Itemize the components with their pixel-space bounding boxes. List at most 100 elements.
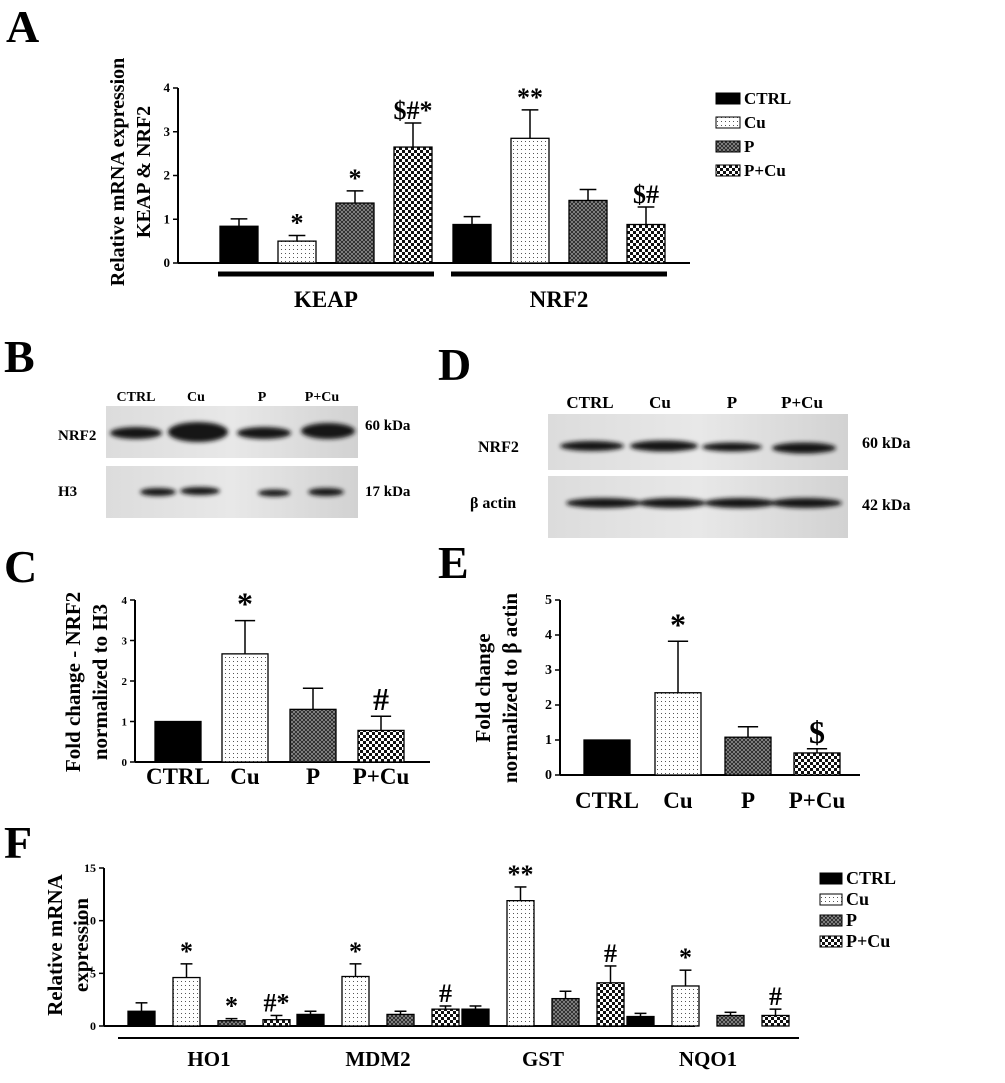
chart-f-significance-label: * bbox=[180, 937, 193, 966]
chart-f-ylabel-line1: Relative mRNA bbox=[43, 873, 67, 1016]
chart-a-bar bbox=[393, 146, 433, 264]
blot-b-lane-pcu: P+Cu bbox=[305, 390, 340, 405]
western-blot-d: CTRL Cu P P+Cu NRF2 β actin 60 kDa 42 kD… bbox=[470, 393, 910, 538]
western-blot-b: CTRL Cu P P+Cu NRF2 H3 60 kDa 17 kDa bbox=[58, 390, 411, 518]
chart-a-ytick-label: 1 bbox=[164, 211, 171, 226]
panel-label-b: B bbox=[4, 331, 35, 382]
chart-e-ylabel-line2: normalized to β actin bbox=[498, 593, 522, 783]
chart-f-ytick-label: 15 bbox=[84, 861, 96, 875]
panel-label-a: A bbox=[6, 1, 39, 52]
chart-f-legend-label: P bbox=[846, 910, 857, 930]
chart-f-bar bbox=[506, 900, 535, 1027]
blot-d-lane-pcu: P+Cu bbox=[781, 393, 823, 412]
chart-c-category-label: CTRL bbox=[146, 764, 210, 789]
blot-b-row-nrf2: NRF2 bbox=[58, 428, 96, 444]
chart-f-legend-label: CTRL bbox=[846, 868, 896, 888]
chart-f-bar bbox=[341, 975, 370, 1027]
chart-a-significance-label: $# bbox=[633, 180, 659, 209]
chart-a-bar bbox=[335, 202, 375, 264]
blot-band bbox=[630, 440, 698, 452]
blot-d-lane-ctrl: CTRL bbox=[566, 393, 613, 412]
chart-c-ylabel-line1: Fold change - NRF2 bbox=[61, 592, 85, 772]
chart-f-group-label: GST bbox=[522, 1047, 564, 1071]
chart-f-significance-label: #* bbox=[264, 988, 290, 1017]
chart-c-bar bbox=[221, 653, 269, 763]
chart-f-bar bbox=[172, 976, 201, 1027]
chart-a-legend-swatch bbox=[715, 140, 741, 153]
chart-a-legend-label: CTRL bbox=[744, 89, 791, 108]
blot-band bbox=[566, 498, 642, 508]
chart-a-legend-swatch bbox=[715, 116, 741, 129]
blot-band bbox=[770, 498, 842, 508]
panel-label-d: D bbox=[438, 339, 471, 390]
blot-b-size-h3: 17 kDa bbox=[365, 484, 411, 500]
chart-c-bar bbox=[289, 708, 337, 763]
chart-f-legend-swatch bbox=[819, 914, 843, 927]
blot-b-lane-cu: Cu bbox=[187, 390, 205, 405]
chart-e-category-label: P+Cu bbox=[789, 788, 846, 813]
chart-f-bar bbox=[671, 985, 700, 1027]
chart-a-ylabel-line1: Relative mRNA expression bbox=[107, 58, 129, 287]
chart-f-ytick-label: 0 bbox=[90, 1019, 96, 1033]
blot-band bbox=[140, 488, 176, 496]
blot-d-size-nrf2: 60 kDa bbox=[862, 435, 910, 452]
panel-label-c: C bbox=[4, 541, 37, 592]
chart-a-ytick-label: 3 bbox=[164, 124, 171, 139]
chart-a-ytick-label: 0 bbox=[164, 255, 171, 270]
blot-b-row-h3: H3 bbox=[58, 484, 77, 500]
chart-f-bar bbox=[386, 1013, 415, 1027]
chart-a: Relative mRNA expression KEAP & NRF2 0 1 2… bbox=[107, 58, 791, 312]
blot-d-row-nrf2: NRF2 bbox=[478, 439, 519, 456]
chart-f-legend-swatch bbox=[819, 893, 843, 906]
chart-f-bar bbox=[551, 997, 580, 1027]
chart-f-bar bbox=[296, 1013, 325, 1027]
blot-band bbox=[301, 423, 355, 439]
chart-f-group-label: HO1 bbox=[187, 1047, 230, 1071]
blot-b-lane-p: P bbox=[258, 390, 267, 405]
chart-a-ylabel-line2: KEAP & NRF2 bbox=[133, 106, 155, 238]
chart-f-bar bbox=[431, 1008, 460, 1027]
chart-a-group-label: NRF2 bbox=[530, 287, 589, 312]
chart-f-significance-label: # bbox=[769, 982, 782, 1011]
chart-e-ytick-label: 1 bbox=[545, 733, 552, 748]
chart-f-legend-label: Cu bbox=[846, 889, 869, 909]
chart-e-category-label: CTRL bbox=[575, 788, 639, 813]
chart-f-significance-label: * bbox=[349, 937, 362, 966]
chart-a-group-label: KEAP bbox=[294, 287, 358, 312]
chart-e-ytick-label: 2 bbox=[545, 698, 552, 713]
chart-f-bar bbox=[262, 1019, 291, 1027]
chart-f-group-label: NQO1 bbox=[679, 1047, 737, 1071]
chart-e-category-label: P bbox=[741, 788, 755, 813]
chart-c-significance-label: # bbox=[373, 681, 389, 717]
chart-c-bar bbox=[357, 729, 405, 763]
blot-band bbox=[704, 498, 776, 508]
chart-a-ytick-label: 4 bbox=[164, 80, 171, 95]
chart-f-significance-label: * bbox=[679, 943, 692, 972]
chart-a-bar bbox=[277, 240, 317, 264]
chart-f-legend-swatch bbox=[819, 872, 843, 885]
chart-c: Fold change - NRF2 normalized to H3 0 1 2 3… bbox=[61, 586, 430, 789]
chart-a-legend-swatch bbox=[715, 164, 741, 177]
chart-a-significance-label: * bbox=[349, 164, 362, 193]
blot-band bbox=[638, 498, 706, 508]
chart-f-bar bbox=[626, 1015, 655, 1027]
blot-d-size-actin: 42 kDa bbox=[862, 497, 910, 514]
blot-band bbox=[560, 441, 624, 451]
blot-b-size-nrf2: 60 kDa bbox=[365, 418, 411, 434]
blot-d-row-actin: β actin bbox=[470, 495, 516, 512]
blot-d-lane-cu: Cu bbox=[649, 393, 671, 412]
blot-band bbox=[258, 489, 290, 497]
chart-f-legend-label: P+Cu bbox=[846, 931, 890, 951]
blot-band bbox=[237, 427, 291, 439]
chart-c-category-label: P bbox=[306, 764, 320, 789]
chart-f-bar bbox=[127, 1010, 156, 1027]
chart-c-ytick-label: 3 bbox=[122, 636, 128, 648]
blot-band bbox=[702, 442, 762, 452]
chart-f-significance-label: * bbox=[225, 992, 238, 1021]
chart-a-bar bbox=[568, 199, 608, 264]
chart-e-ytick-label: 0 bbox=[545, 768, 552, 783]
chart-a-bar bbox=[219, 225, 259, 264]
chart-e: Fold change normalized to β actin 0 1 2 3 4 5… bbox=[471, 593, 860, 813]
chart-f-legend-swatch bbox=[819, 935, 843, 948]
chart-f-significance-label: # bbox=[439, 979, 452, 1008]
